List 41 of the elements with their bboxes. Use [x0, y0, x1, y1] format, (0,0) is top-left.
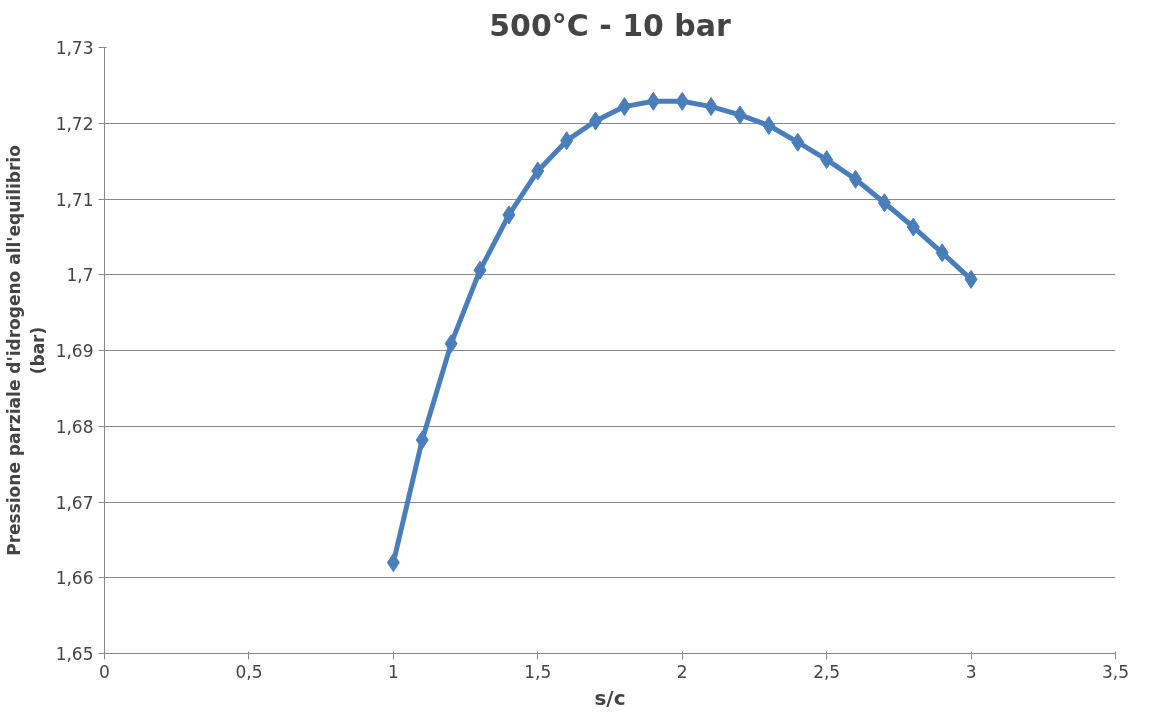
- y-tick-label: 1,71: [55, 189, 94, 210]
- y-tick-label: 1,7: [66, 265, 94, 286]
- x-tick-label: 3,5: [1101, 661, 1130, 682]
- chart-title: 500°C - 10 bar: [489, 7, 732, 43]
- point: [646, 91, 660, 111]
- y-axis-title: Pressione parziale d'idrogeno all'equilibrio (bar): [3, 145, 48, 556]
- x-tick-label: 2,5: [813, 661, 841, 682]
- x-tick-label: 1: [387, 661, 399, 682]
- point: [849, 169, 863, 189]
- x-tick-label: 3: [965, 661, 977, 682]
- y-tick-label: 1,65: [55, 644, 94, 664]
- point: [733, 105, 747, 125]
- y-tick-label: 1,66: [55, 568, 94, 589]
- point: [675, 91, 689, 111]
- x-tick-label: 2: [676, 661, 688, 682]
- point: [964, 269, 978, 289]
- y-tick-label: 1,72: [55, 113, 94, 134]
- y-tick-label: 1,67: [55, 492, 94, 513]
- point: [444, 334, 458, 354]
- point: [473, 260, 487, 280]
- point: [415, 430, 429, 450]
- point: [617, 97, 631, 117]
- y-tick-label: 1,73: [55, 38, 94, 58]
- y-tick-label: 1,69: [55, 341, 94, 361]
- point: [531, 161, 545, 181]
- point: [906, 217, 920, 237]
- point: [502, 205, 516, 225]
- x-axis-title: s/c: [594, 685, 626, 710]
- x-tick-label: 0,5: [235, 661, 263, 682]
- point: [762, 116, 776, 136]
- y-tick-label: 1,68: [55, 416, 94, 437]
- point: [386, 553, 400, 573]
- point: [877, 193, 891, 213]
- point: [791, 132, 805, 152]
- point: [935, 243, 949, 263]
- point: [589, 111, 603, 131]
- x-tick-label: 1,5: [524, 661, 552, 682]
- x-tick-label: 0: [99, 661, 110, 682]
- point: [560, 131, 574, 151]
- point: [820, 150, 834, 170]
- point: [704, 97, 718, 117]
